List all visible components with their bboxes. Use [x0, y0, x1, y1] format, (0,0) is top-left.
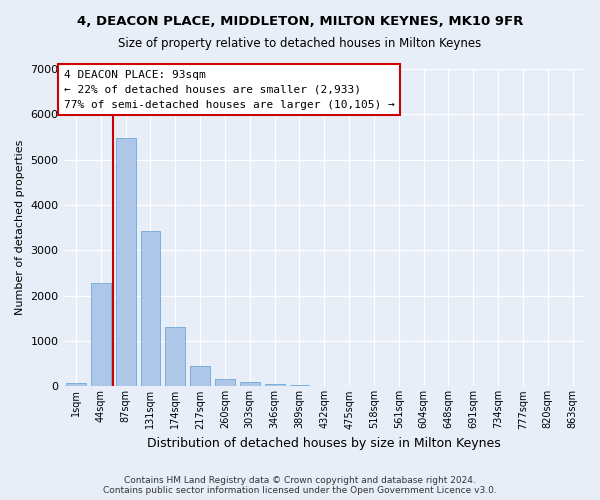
- Bar: [240, 382, 260, 386]
- Text: 4 DEACON PLACE: 93sqm
← 22% of detached houses are smaller (2,933)
77% of semi-d: 4 DEACON PLACE: 93sqm ← 22% of detached …: [64, 70, 395, 110]
- X-axis label: Distribution of detached houses by size in Milton Keynes: Distribution of detached houses by size …: [148, 437, 501, 450]
- Bar: [166, 327, 185, 386]
- Bar: [91, 284, 111, 387]
- Bar: [265, 384, 284, 386]
- Bar: [140, 231, 160, 386]
- Text: Contains HM Land Registry data © Crown copyright and database right 2024.
Contai: Contains HM Land Registry data © Crown c…: [103, 476, 497, 495]
- Bar: [215, 379, 235, 386]
- Y-axis label: Number of detached properties: Number of detached properties: [15, 140, 25, 316]
- Bar: [190, 366, 210, 386]
- Bar: [116, 138, 136, 386]
- Text: Size of property relative to detached houses in Milton Keynes: Size of property relative to detached ho…: [118, 38, 482, 51]
- Text: 4, DEACON PLACE, MIDDLETON, MILTON KEYNES, MK10 9FR: 4, DEACON PLACE, MIDDLETON, MILTON KEYNE…: [77, 15, 523, 28]
- Bar: [290, 384, 310, 386]
- Bar: [66, 383, 86, 386]
